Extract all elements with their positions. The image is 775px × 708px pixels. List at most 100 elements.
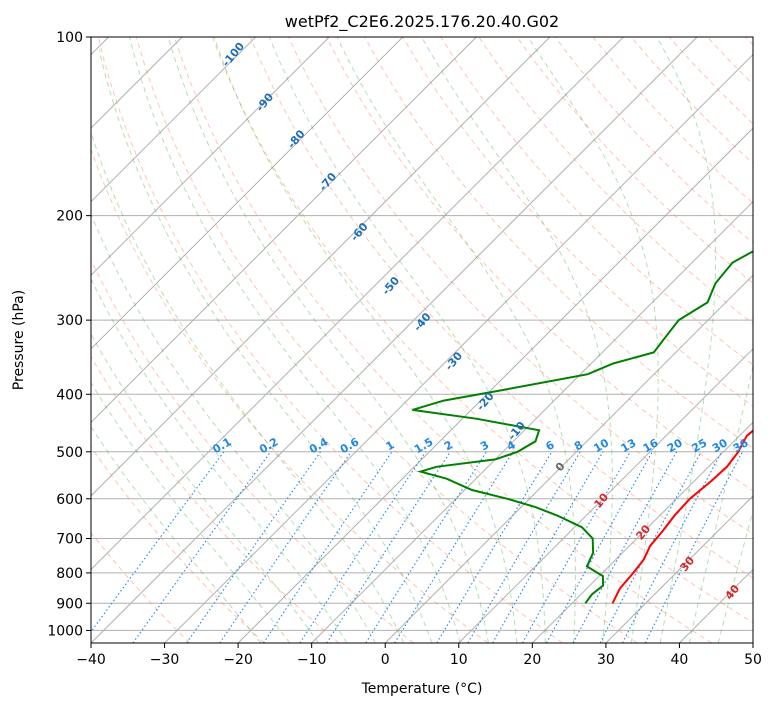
mixing-ratio-label: 2 — [442, 438, 455, 453]
dry-adiabat — [516, 37, 753, 284]
y-tick-label: 100 — [56, 30, 83, 46]
isotherm — [91, 37, 698, 643]
dry-adiabat — [211, 37, 753, 624]
mixing-ratio-label: 1.5 — [412, 435, 435, 456]
mixing-ratio-label: 0.1 — [210, 435, 233, 456]
profile-layer — [412, 250, 753, 604]
isotherm — [237, 127, 753, 643]
isotherm — [679, 568, 753, 643]
label-layer: 0.1 0.2 0.4 0.6 1 1.5 2 3 4 6 8 10 13 16 20 25 30 36-100-… — [210, 40, 750, 603]
mixing-ratio-label: 10 — [591, 436, 611, 455]
moist-adiabat — [213, 37, 518, 643]
isotherm — [91, 37, 257, 203]
moist-adiabat — [129, 37, 461, 643]
dry-adiabat-label: -40 — [411, 310, 434, 334]
isotherm — [458, 348, 753, 643]
dry-adiabat — [249, 37, 753, 579]
isotherm — [384, 274, 753, 643]
dewpoint-profile — [412, 250, 753, 604]
x-tick-label: −10 — [297, 652, 327, 668]
mixing-ratio-line — [263, 451, 393, 643]
moist-adiabat-label: 0 — [553, 460, 568, 474]
moist-adiabat — [688, 363, 753, 643]
isotherm — [91, 37, 551, 497]
y-tick-label: 700 — [56, 532, 83, 548]
moist-adiabat-label: 30 — [677, 554, 697, 574]
y-tick-label: 600 — [56, 492, 83, 508]
mixing-ratio-line — [219, 451, 352, 643]
dry-adiabat — [668, 37, 753, 125]
moist-adiabat — [656, 37, 717, 643]
dry-adiabat-label: -30 — [442, 349, 465, 373]
mixing-ratio-line — [91, 451, 225, 633]
isotherm — [605, 495, 753, 643]
x-tick-label: −30 — [150, 652, 180, 668]
isotherm — [91, 37, 477, 424]
mixing-ratio-line — [522, 451, 631, 643]
plot-frame — [90, 36, 754, 644]
mixing-ratio-line — [365, 451, 487, 643]
dry-adiabat — [745, 37, 753, 46]
y-tick-label: 900 — [56, 596, 83, 612]
mixing-ratio-line — [436, 451, 553, 643]
mixing-ratio-label: 36 — [731, 436, 751, 455]
dry-adiabat-label: -100 — [219, 40, 247, 70]
x-tick-label: −40 — [76, 652, 106, 668]
x-tick-label: 10 — [450, 652, 468, 668]
mixing-ratio-line — [299, 451, 426, 643]
moist-adiabat-label: 40 — [722, 582, 742, 602]
dry-adiabat — [288, 37, 753, 535]
dry-adiabat — [478, 37, 753, 325]
isotherm — [164, 53, 753, 643]
mixing-ratio-label: 6 — [543, 438, 556, 453]
x-tick-label: 20 — [523, 652, 541, 668]
dry-adiabat — [402, 37, 753, 407]
mixing-ratio-line — [132, 451, 272, 643]
mixing-ratio-line — [326, 451, 451, 643]
grid-layer — [91, 37, 753, 643]
dry-adiabat-label: -80 — [285, 127, 308, 151]
temperature-profile — [611, 429, 753, 604]
moist-adiabat — [167, 37, 489, 643]
dry-adiabat — [91, 445, 265, 643]
x-tick-label: 40 — [671, 652, 689, 668]
moist-adiabat — [336, 37, 576, 643]
dry-adiabat — [440, 37, 753, 366]
y-tick-label: 500 — [56, 445, 83, 461]
mixing-ratio-line — [186, 451, 321, 643]
mixing-ratio-label: 16 — [641, 436, 661, 455]
isotherm — [531, 421, 753, 643]
y-axis-label: Pressure (hPa) — [11, 290, 27, 390]
y-tick-label: 400 — [56, 387, 83, 403]
isotherm — [91, 37, 624, 571]
moist-adiabat — [91, 130, 405, 643]
dry-adiabat — [91, 355, 340, 643]
mixing-ratio-label: 0.2 — [257, 435, 280, 456]
moist-adiabat — [91, 277, 348, 643]
dry-adiabat-label: -70 — [316, 170, 339, 194]
y-tick-label: 800 — [56, 566, 83, 582]
mixing-ratio-label: 13 — [619, 436, 639, 455]
x-tick-label: 0 — [381, 652, 390, 668]
moist-adiabat — [91, 381, 291, 643]
mixing-ratio-label: 20 — [665, 436, 685, 455]
dry-adiabat — [97, 37, 563, 643]
y-tick-label: 1000 — [47, 623, 83, 639]
mixing-ratio-label: 0.6 — [338, 435, 362, 456]
mixing-ratio-label: 3 — [478, 438, 491, 453]
mixing-ratio-line — [572, 451, 678, 643]
moist-adiabat — [91, 212, 376, 643]
mixing-ratio-label: 30 — [710, 436, 730, 455]
dry-adiabat — [91, 148, 489, 643]
dry-adiabat-label: -60 — [348, 220, 371, 244]
mixing-ratio-line — [599, 451, 702, 643]
dry-adiabat — [592, 37, 753, 204]
dry-adiabat — [706, 37, 753, 85]
x-tick-label: 50 — [744, 652, 762, 668]
mixing-ratio-line — [546, 451, 653, 643]
dry-adiabat — [91, 258, 414, 643]
isotherm — [311, 200, 753, 643]
isotherm — [752, 642, 753, 643]
